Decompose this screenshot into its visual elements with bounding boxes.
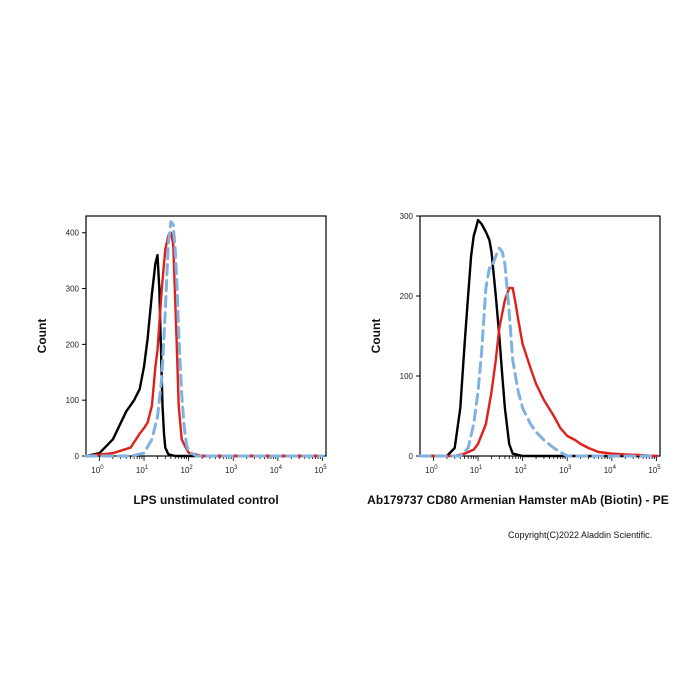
y-tick-label: 100	[400, 372, 414, 381]
x-tick-label: 102	[181, 465, 194, 475]
x-tick-label: 100	[91, 465, 104, 475]
y-axis-label: Count	[35, 319, 49, 354]
series-red-line	[418, 286, 658, 458]
x-tick-label: 101	[470, 465, 483, 475]
series-blue-dashed-line	[418, 246, 658, 458]
x-tick-label: 104	[604, 465, 617, 475]
x-axis-label: Ab179737 CD80 Armenian Hamster mAb (Biot…	[367, 493, 669, 507]
y-tick-label: 200	[66, 340, 80, 349]
chart-2: 0 100 200 300 100 101 102 103 104 105 Count Ab17973…	[367, 212, 669, 507]
x-tick-label: 103	[225, 465, 238, 475]
y-tick-label: 300	[400, 212, 414, 221]
x-tick-label: 105	[314, 465, 327, 475]
y-tick-label: 0	[75, 452, 80, 461]
x-tick-label: 102	[515, 465, 528, 475]
x-tick-label: 104	[270, 465, 283, 475]
series-black-line	[418, 218, 658, 458]
x-axis-label: LPS unstimulated control	[133, 493, 278, 507]
y-tick-label: 400	[66, 229, 80, 238]
x-tick-label: 103	[559, 465, 572, 475]
y-axis-label: Count	[369, 319, 383, 354]
chart-1: 0 100 200 300 400 100 101 102 103 104 105 Count LPS …	[35, 215, 327, 507]
plot-frame	[419, 215, 661, 457]
copyright-text: Copyright(C)2022 Aladdin Scientific.	[508, 530, 653, 540]
x-tick-label: 101	[136, 465, 149, 475]
series-blue-dashed-line	[84, 220, 324, 458]
x-tick-label: 100	[425, 465, 438, 475]
x-tick-label: 105	[648, 465, 661, 475]
y-tick-label: 0	[409, 452, 414, 461]
y-tick-label: 100	[66, 396, 80, 405]
y-tick-label: 200	[400, 292, 414, 301]
y-tick-label: 300	[66, 285, 80, 294]
series-black-line	[84, 253, 324, 458]
